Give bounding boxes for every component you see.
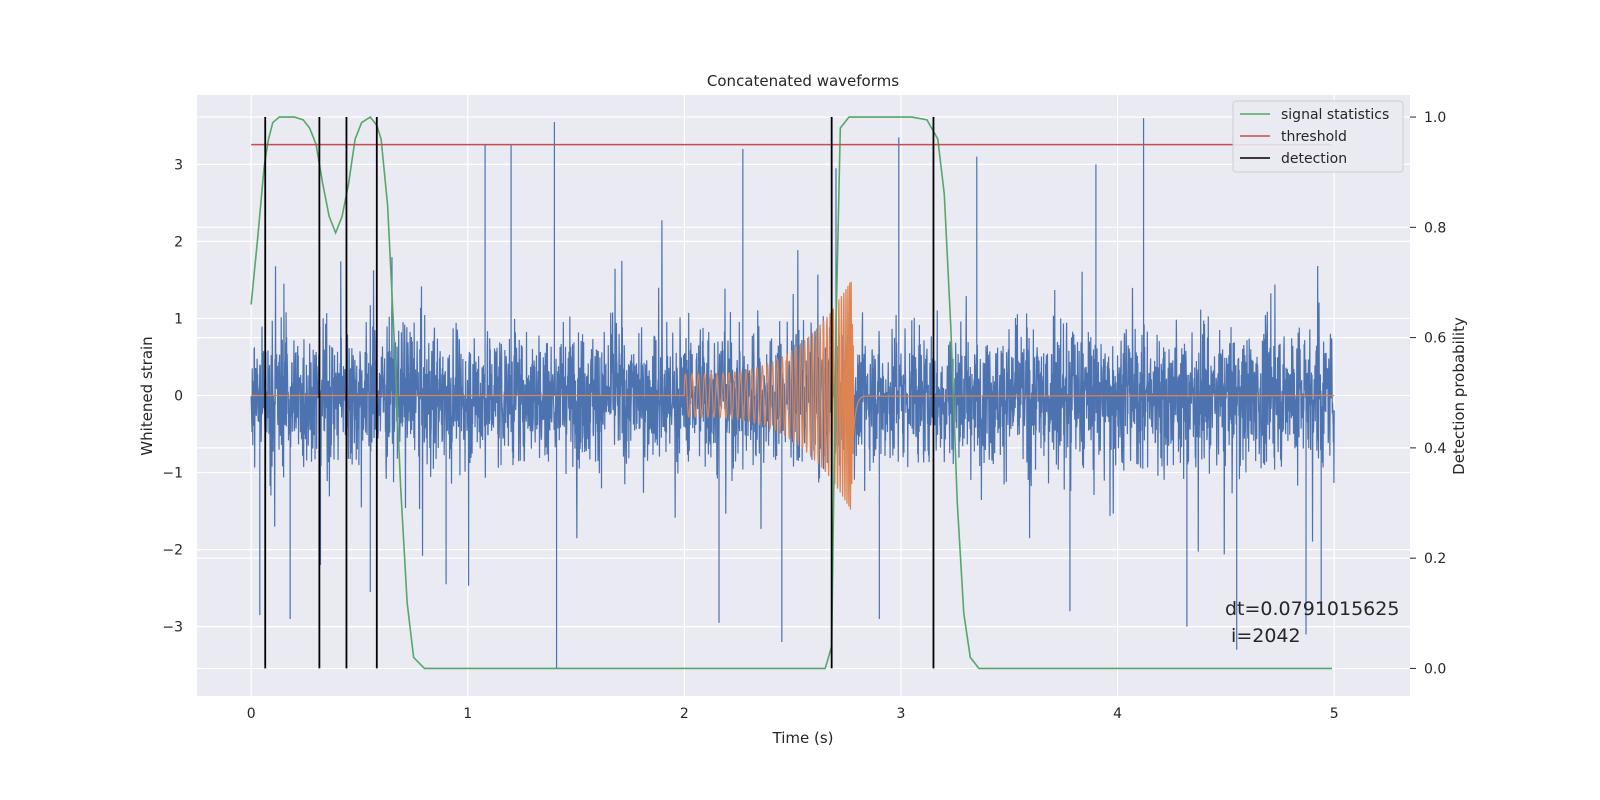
y-right-tick-label: 0.2 xyxy=(1424,551,1446,567)
y-right-tick-label: 0.4 xyxy=(1424,441,1446,457)
legend-threshold-label: threshold xyxy=(1281,129,1347,145)
annotation-dt: dt=0.0791015625 xyxy=(1225,598,1399,620)
legend-signal-statistics-label: signal statistics xyxy=(1281,107,1389,123)
y-left-tick-label: −1 xyxy=(162,466,183,482)
y-right-axis-label: Detection probability xyxy=(1450,317,1468,475)
plot-area xyxy=(250,115,1335,670)
y-right-tick-label: 0.6 xyxy=(1424,331,1446,347)
detection-lines xyxy=(264,117,935,669)
strain-series-line xyxy=(250,118,1335,670)
y-left-tick-label: 0 xyxy=(174,389,183,405)
x-tick-label: 5 xyxy=(1330,706,1339,722)
y-left-tick-label: −3 xyxy=(162,620,183,636)
annotation-index: i=2042 xyxy=(1225,625,1301,647)
legend-box xyxy=(1232,100,1404,173)
y-right-tick-label: 0.0 xyxy=(1424,661,1446,677)
y-left-axis-label: Whitened strain xyxy=(138,336,156,455)
x-tick-label: 3 xyxy=(897,706,906,722)
signal-statistics-line xyxy=(250,115,1333,670)
y-left-tick-label: −2 xyxy=(162,543,183,559)
chart-title: Concatenated waveforms xyxy=(707,72,899,90)
y-left-axis-ticks: −3 −2 −1 0 1 2 3 xyxy=(162,157,183,635)
y-right-tick-label: 1.0 xyxy=(1424,110,1446,126)
y-left-tick-label: 2 xyxy=(174,234,183,250)
y-left-tick-label: 1 xyxy=(174,311,183,327)
x-tick-label: 0 xyxy=(247,706,256,722)
legend: signal statistics threshold detection xyxy=(1232,100,1404,173)
legend-detection-label: detection xyxy=(1281,151,1347,167)
x-tick-label: 1 xyxy=(463,706,472,722)
x-axis-ticks: 0 1 2 3 4 5 xyxy=(247,706,1339,722)
x-tick-label: 4 xyxy=(1113,706,1122,722)
y-left-tick-label: 3 xyxy=(174,157,183,173)
y-right-tick-label: 0.8 xyxy=(1424,220,1446,236)
x-tick-label: 2 xyxy=(680,706,689,722)
y-right-axis-ticks: 0.0 0.2 0.4 0.6 0.8 1.0 xyxy=(1410,110,1446,677)
x-axis-label: Time (s) xyxy=(772,729,834,747)
